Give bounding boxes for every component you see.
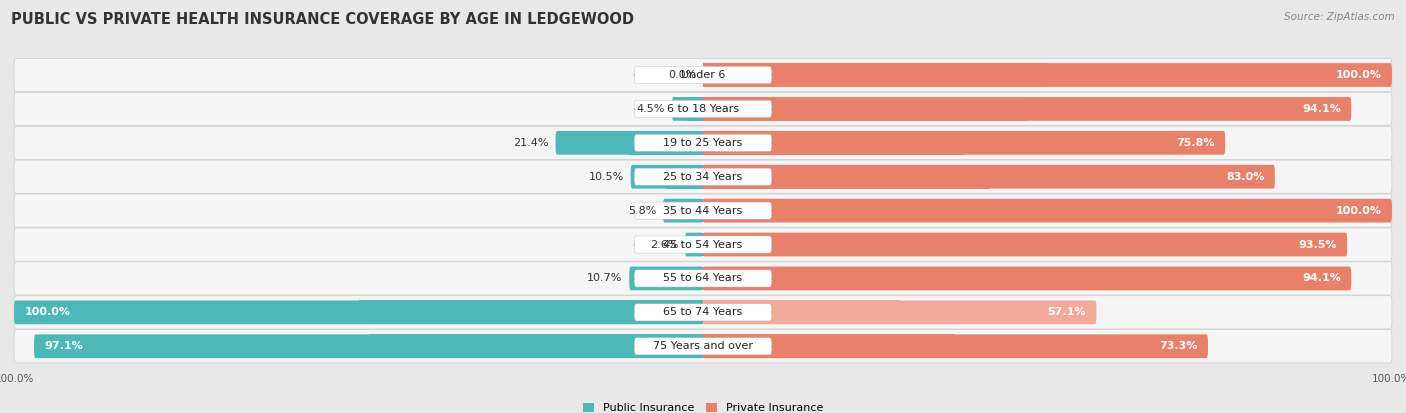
Bar [703, 97, 1028, 121]
Text: 94.1%: 94.1% [1302, 273, 1341, 283]
FancyBboxPatch shape [14, 194, 1392, 227]
Text: 21.4%: 21.4% [513, 138, 548, 148]
FancyBboxPatch shape [634, 236, 772, 253]
FancyBboxPatch shape [14, 296, 1392, 329]
FancyBboxPatch shape [634, 134, 772, 151]
Text: 5.8%: 5.8% [627, 206, 657, 216]
FancyBboxPatch shape [14, 92, 1392, 126]
Text: 4.5%: 4.5% [637, 104, 665, 114]
Text: 94.1%: 94.1% [1302, 104, 1341, 114]
FancyBboxPatch shape [14, 330, 1392, 363]
Bar [359, 301, 703, 324]
Bar [703, 233, 1025, 256]
Bar [703, 301, 900, 324]
Bar [703, 266, 1028, 290]
FancyBboxPatch shape [703, 165, 1275, 189]
FancyBboxPatch shape [634, 100, 772, 117]
Bar [666, 266, 703, 290]
Text: 45 to 54 Years: 45 to 54 Years [664, 240, 742, 249]
Legend: Public Insurance, Private Insurance: Public Insurance, Private Insurance [579, 399, 827, 413]
FancyBboxPatch shape [703, 199, 1392, 223]
Text: 19 to 25 Years: 19 to 25 Years [664, 138, 742, 148]
Text: 100.0%: 100.0% [24, 307, 70, 317]
Bar [630, 131, 703, 155]
Text: 65 to 74 Years: 65 to 74 Years [664, 307, 742, 317]
Bar [666, 165, 703, 189]
Text: Source: ZipAtlas.com: Source: ZipAtlas.com [1284, 12, 1395, 22]
FancyBboxPatch shape [14, 126, 1392, 159]
FancyBboxPatch shape [634, 202, 772, 219]
FancyBboxPatch shape [630, 266, 703, 290]
Bar [703, 165, 988, 189]
FancyBboxPatch shape [634, 338, 772, 355]
FancyBboxPatch shape [631, 165, 703, 189]
Bar [703, 63, 1047, 87]
FancyBboxPatch shape [703, 335, 1208, 358]
Text: 10.5%: 10.5% [589, 172, 624, 182]
FancyBboxPatch shape [703, 233, 1347, 256]
FancyBboxPatch shape [703, 131, 1225, 155]
FancyBboxPatch shape [664, 199, 703, 223]
FancyBboxPatch shape [685, 233, 703, 256]
Text: 100.0%: 100.0% [1336, 70, 1382, 80]
Bar [703, 199, 1047, 223]
Text: Under 6: Under 6 [681, 70, 725, 80]
Bar [368, 335, 703, 358]
FancyBboxPatch shape [703, 63, 1392, 87]
FancyBboxPatch shape [634, 270, 772, 287]
FancyBboxPatch shape [14, 58, 1392, 92]
FancyBboxPatch shape [703, 266, 1351, 290]
Text: 0.0%: 0.0% [668, 70, 696, 80]
Bar [695, 233, 703, 256]
FancyBboxPatch shape [14, 228, 1392, 261]
Text: 83.0%: 83.0% [1226, 172, 1264, 182]
Text: 75.8%: 75.8% [1177, 138, 1215, 148]
FancyBboxPatch shape [14, 262, 1392, 295]
Text: 73.3%: 73.3% [1160, 341, 1198, 351]
Bar [703, 335, 956, 358]
FancyBboxPatch shape [555, 131, 703, 155]
Text: 10.7%: 10.7% [588, 273, 623, 283]
FancyBboxPatch shape [703, 97, 1351, 121]
Bar [683, 199, 703, 223]
FancyBboxPatch shape [634, 304, 772, 321]
Text: 75 Years and over: 75 Years and over [652, 341, 754, 351]
Text: PUBLIC VS PRIVATE HEALTH INSURANCE COVERAGE BY AGE IN LEDGEWOOD: PUBLIC VS PRIVATE HEALTH INSURANCE COVER… [11, 12, 634, 27]
Bar [703, 131, 965, 155]
Text: 100.0%: 100.0% [1336, 206, 1382, 216]
Text: 35 to 44 Years: 35 to 44 Years [664, 206, 742, 216]
Text: 6 to 18 Years: 6 to 18 Years [666, 104, 740, 114]
Text: 25 to 34 Years: 25 to 34 Years [664, 172, 742, 182]
FancyBboxPatch shape [703, 301, 1097, 324]
Text: 55 to 64 Years: 55 to 64 Years [664, 273, 742, 283]
FancyBboxPatch shape [34, 335, 703, 358]
Text: 2.6%: 2.6% [650, 240, 678, 249]
Bar [688, 97, 703, 121]
FancyBboxPatch shape [672, 97, 703, 121]
Text: 57.1%: 57.1% [1047, 307, 1085, 317]
Text: 97.1%: 97.1% [45, 341, 83, 351]
Text: 93.5%: 93.5% [1298, 240, 1337, 249]
FancyBboxPatch shape [634, 66, 772, 83]
FancyBboxPatch shape [14, 301, 703, 324]
FancyBboxPatch shape [14, 160, 1392, 193]
FancyBboxPatch shape [634, 168, 772, 185]
